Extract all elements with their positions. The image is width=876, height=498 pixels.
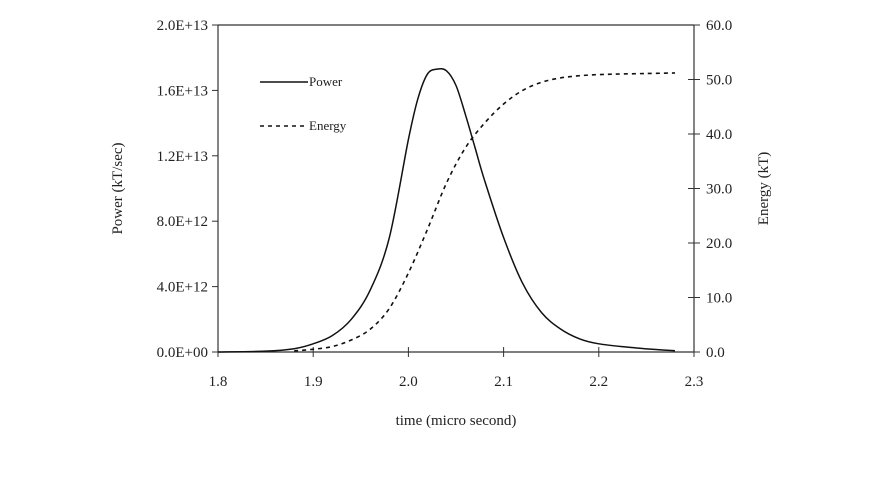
- x-tick-label: 2.3: [685, 374, 704, 390]
- y-left-tick-label: 4.0E+12: [157, 280, 208, 296]
- y-left-tick-label: 8.0E+12: [157, 214, 208, 230]
- x-tick-label: 2.2: [589, 374, 608, 390]
- y-right-tick-label: 40.0: [706, 127, 732, 143]
- x-axis-label: time (micro second): [396, 413, 517, 429]
- y-left-tick-label: 1.2E+13: [157, 149, 208, 165]
- y-right-tick-label: 20.0: [706, 236, 732, 252]
- y-left-tick-label: 0.0E+00: [157, 345, 208, 361]
- legend: Power Energy: [260, 74, 347, 133]
- x-tick-label: 2.0: [399, 374, 418, 390]
- y-right-tick-label: 0.0: [706, 345, 725, 361]
- y-right-tick-label: 50.0: [706, 73, 732, 89]
- y-right-axis-label: Energy (kT): [756, 152, 772, 225]
- y-right-tick-label: 30.0: [706, 182, 732, 198]
- legend-label-power: Power: [309, 74, 343, 89]
- y-right-tick-label: 10.0: [706, 291, 732, 307]
- legend-label-energy: Energy: [309, 118, 347, 133]
- x-tick-label: 2.1: [494, 374, 513, 390]
- y-left-tick-label: 2.0E+13: [157, 18, 208, 34]
- series-line-power: [217, 67, 676, 353]
- series-layer: [217, 67, 676, 353]
- x-tick-label: 1.8: [209, 374, 228, 390]
- series-line-energy: [294, 72, 675, 352]
- y-left-tick-label: 1.6E+13: [157, 83, 208, 99]
- y-right-tick-label: 60.0: [706, 18, 732, 34]
- y-left-axis-label: Power (kT/sec): [110, 142, 126, 234]
- x-tick-label: 1.9: [304, 374, 323, 390]
- axes-layer: 1.8 1.9 2.0 2.1 2.2 2.3 0.0E+00 4.0E+12 8.0E+12 1…: [110, 18, 772, 429]
